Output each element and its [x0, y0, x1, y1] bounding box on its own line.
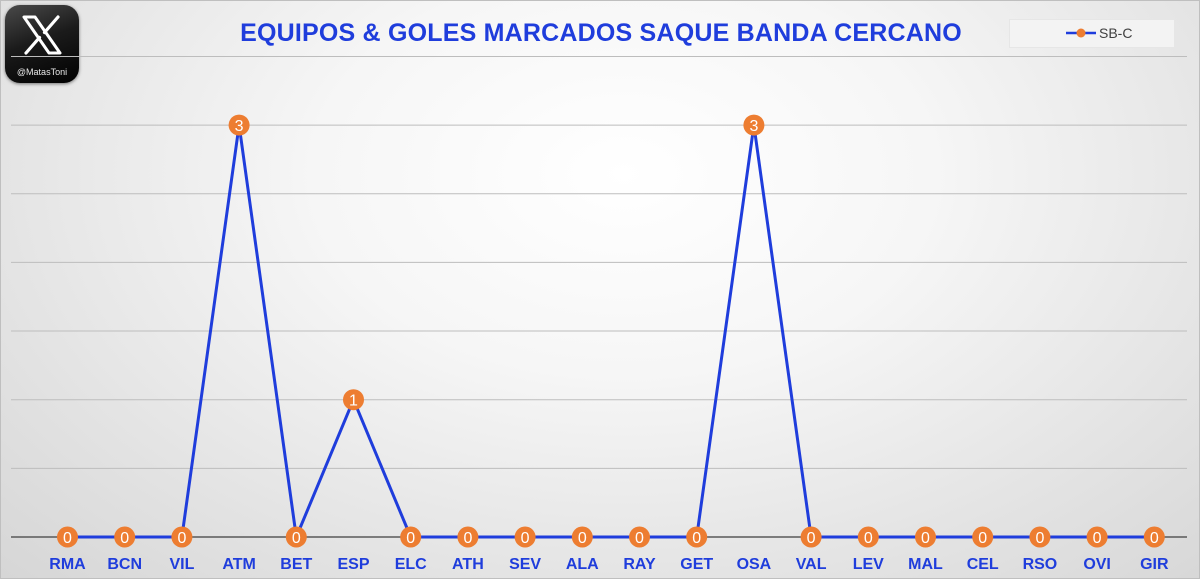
data-point-get: 0 — [686, 526, 708, 548]
data-marker — [285, 526, 307, 548]
legend-label: SB-C — [1099, 25, 1133, 41]
data-marker — [1086, 526, 1108, 548]
data-point-ovi: 0 — [1086, 526, 1108, 548]
data-point-lev: 0 — [857, 526, 879, 548]
x-tick-label: RAY — [623, 556, 656, 573]
x-tick-labels: RMA BCN VIL ATM BET ESP ELC ATH SEV ALA RAY GET OSA V… — [49, 556, 1169, 573]
data-point-cel: 0 — [972, 526, 994, 548]
data-marker — [114, 526, 136, 548]
data-marker — [686, 526, 708, 548]
legend: SB-C — [1009, 19, 1175, 48]
x-tick-label: GIR — [1140, 556, 1169, 573]
x-tick-label: ATH — [452, 556, 484, 573]
data-label: 0 — [1150, 530, 1159, 547]
x-tick-label: BCN — [107, 556, 142, 573]
x-tick-label: ELC — [395, 556, 427, 573]
x-tick-label: GET — [680, 556, 713, 573]
data-marker — [743, 114, 765, 136]
watermark-handle: @MatasToni — [16, 67, 68, 77]
data-marker — [972, 526, 994, 548]
data-label: 0 — [692, 530, 701, 547]
x-tick-label: RMA — [49, 556, 86, 573]
data-point-bcn: 0 — [114, 526, 136, 548]
x-tick-label: RSO — [1023, 556, 1058, 573]
data-point-gir: 0 — [1143, 526, 1165, 548]
data-label: 0 — [521, 530, 530, 547]
legend-series-marker — [1066, 28, 1096, 38]
data-label: 0 — [177, 530, 186, 547]
x-tick-label: SEV — [509, 556, 541, 573]
data-point-rso: 0 — [1029, 526, 1051, 548]
x-tick-label: BET — [280, 556, 312, 573]
data-label: 3 — [749, 118, 758, 135]
x-tick-label: VAL — [796, 556, 827, 573]
data-label: 0 — [406, 530, 415, 547]
x-tick-label: ESP — [337, 556, 369, 573]
data-label: 0 — [1093, 530, 1102, 547]
data-label: 0 — [463, 530, 472, 547]
data-point-ala: 0 — [571, 526, 593, 548]
data-markers: 0 0 0 3 0 1 0 0 0 0 0 0 3 0 0 0 0 0 0 0 — [57, 114, 1165, 548]
data-point-val: 0 — [800, 526, 822, 548]
data-marker — [171, 526, 193, 548]
data-point-osa: 3 — [743, 114, 765, 136]
x-tick-label: OVI — [1083, 556, 1111, 573]
data-marker — [400, 526, 422, 548]
x-tick-label: MAL — [908, 556, 943, 573]
data-point-esp: 1 — [343, 389, 364, 411]
data-marker — [1029, 526, 1051, 548]
data-marker — [629, 526, 650, 548]
x-tick-label: VIL — [169, 556, 194, 573]
x-tick-label: ATM — [222, 556, 255, 573]
data-label: 0 — [120, 530, 129, 547]
data-label: 1 — [349, 393, 358, 410]
x-tick-label: OSA — [737, 556, 772, 573]
data-label: 0 — [1035, 530, 1044, 547]
data-point-rma: 0 — [57, 526, 78, 548]
data-point-bet: 0 — [285, 526, 307, 548]
data-marker — [57, 526, 78, 548]
data-point-ath: 0 — [457, 526, 479, 548]
data-point-ray: 0 — [629, 526, 650, 548]
data-marker — [571, 526, 593, 548]
data-marker — [343, 389, 364, 411]
data-marker — [228, 114, 250, 136]
data-marker — [514, 526, 536, 548]
data-label: 0 — [578, 530, 587, 547]
data-label: 0 — [864, 530, 873, 547]
x-tick-label: ALA — [566, 556, 599, 573]
data-point-sev: 0 — [514, 526, 536, 548]
data-marker — [800, 526, 822, 548]
data-label: 0 — [807, 530, 816, 547]
data-point-vil: 0 — [171, 526, 193, 548]
chart-title: EQUIPOS & GOLES MARCADOS SAQUE BANDA CER… — [240, 19, 962, 47]
data-marker — [457, 526, 479, 548]
x-logo-icon — [22, 15, 62, 55]
data-marker — [857, 526, 879, 548]
data-label: 0 — [635, 530, 644, 547]
data-label: 0 — [921, 530, 930, 547]
x-tick-label: CEL — [967, 556, 999, 573]
data-marker — [915, 526, 936, 548]
watermark-logo: @MatasToni — [5, 5, 79, 83]
data-point-elc: 0 — [400, 526, 422, 548]
data-label: 0 — [292, 530, 301, 547]
data-label: 0 — [63, 530, 72, 547]
data-point-atm: 3 — [228, 114, 250, 136]
data-point-mal: 0 — [915, 526, 936, 548]
data-label: 3 — [235, 118, 244, 135]
data-marker — [1143, 526, 1165, 548]
data-label: 0 — [978, 530, 987, 547]
x-tick-label: LEV — [853, 556, 884, 573]
gridlines — [11, 55, 1187, 469]
